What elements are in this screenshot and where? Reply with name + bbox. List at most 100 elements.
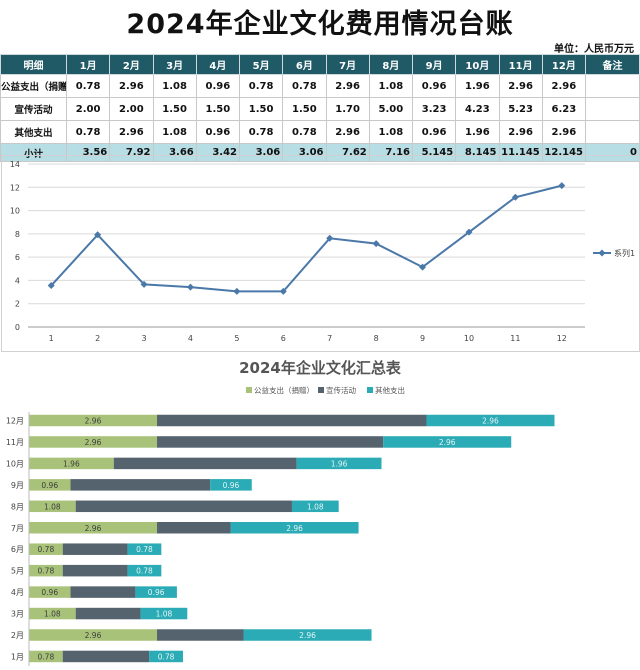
x-tick-label: 1 — [49, 334, 54, 343]
legend-swatch — [246, 387, 252, 393]
x-tick-label: 2 — [95, 334, 100, 343]
data-label: 1.08 — [44, 502, 61, 511]
data-point — [372, 240, 380, 248]
legend-label: 公益支出（捐赠） — [254, 385, 314, 395]
row-label: 小计 — [0, 143, 67, 162]
y-tick-label: 8 — [15, 230, 20, 239]
table-cell: 3.23 — [411, 97, 457, 121]
column-header-4: 4月 — [195, 54, 241, 75]
data-label: 0.78 — [136, 567, 153, 576]
bar-segment — [29, 629, 158, 641]
bar-segment — [29, 436, 158, 448]
table-cell: 2.96 — [325, 74, 370, 98]
row-label: 公益支出（捐赠） — [0, 74, 67, 98]
bar-segment — [62, 650, 150, 663]
table-row: 公益支出（捐赠）0.782.961.080.960.780.782.961.08… — [0, 74, 640, 98]
bar-segment — [29, 586, 71, 598]
column-header-10: 10月 — [455, 54, 500, 75]
bar-segment — [230, 522, 359, 534]
table-cell — [585, 120, 640, 144]
table-cell: 7.62 — [325, 143, 370, 162]
column-header-13: 备注 — [585, 54, 640, 75]
legend-swatch — [318, 387, 324, 393]
data-label: 2.96 — [482, 417, 499, 426]
x-tick-label: 10 — [464, 334, 474, 343]
legend-swatch — [367, 387, 373, 393]
bar-segment — [29, 479, 71, 491]
bar-segment — [29, 564, 63, 577]
bar-segment — [29, 414, 158, 427]
table-cell: 3.66 — [152, 143, 197, 162]
column-header-8: 8月 — [368, 54, 414, 75]
data-label: 0.96 — [41, 481, 58, 490]
table-cell: 3.42 — [195, 143, 241, 162]
data-label: 0.78 — [38, 545, 55, 554]
y-tick-label: 12 — [10, 183, 20, 192]
bar-segment — [70, 479, 211, 491]
bar-segment — [296, 457, 382, 470]
table-cell: 0.96 — [195, 74, 241, 98]
data-point — [419, 263, 427, 271]
data-label: 0.78 — [158, 652, 175, 661]
table-cell — [585, 97, 640, 121]
y-tick-label: 10 — [10, 207, 20, 216]
table-cell: 1.70 — [325, 97, 370, 121]
category-label: 8月 — [11, 502, 24, 511]
bar-segment — [127, 543, 162, 555]
data-point — [465, 228, 473, 236]
table-cell: 5.145 — [411, 143, 457, 162]
column-header-12: 12月 — [541, 54, 587, 75]
x-tick-label: 12 — [557, 334, 567, 343]
bar-segment — [127, 564, 162, 577]
table-cell: 0.78 — [65, 74, 111, 98]
page-title: 2024年企业文化费用情况台账 — [126, 9, 514, 40]
y-tick-label: 0 — [15, 323, 20, 332]
category-label: 9月 — [11, 481, 24, 490]
table-cell: 1.50 — [282, 97, 327, 121]
data-label: 1.08 — [156, 610, 173, 619]
bar-segment — [140, 607, 188, 620]
data-label: 1.96 — [63, 459, 80, 468]
category-label: 3月 — [11, 610, 24, 619]
category-label: 10月 — [6, 459, 24, 468]
table-cell: 11.145 — [498, 143, 543, 162]
bar-segment — [62, 564, 128, 577]
x-tick-label: 8 — [374, 334, 379, 343]
bar-segment — [70, 586, 136, 598]
data-label: 1.08 — [307, 502, 324, 511]
table-cell: 2.96 — [498, 74, 543, 98]
data-label: 2.96 — [299, 631, 316, 640]
bar-segment — [29, 607, 76, 620]
bar-segment — [29, 650, 63, 663]
data-label: 2.96 — [85, 631, 102, 640]
bar-segment — [291, 500, 339, 513]
data-label: 0.78 — [38, 652, 55, 661]
chart-title: 2024年企业文化汇总表 — [239, 359, 402, 377]
bar-segment — [157, 414, 427, 427]
table-cell: 1.08 — [368, 74, 414, 98]
category-label: 11月 — [6, 438, 24, 447]
x-tick-label: 4 — [188, 334, 193, 343]
bar-segment — [243, 629, 372, 641]
table-cell: 1.96 — [455, 120, 500, 144]
data-point — [94, 231, 102, 239]
data-point — [140, 280, 148, 288]
table-cell: 3.56 — [65, 143, 111, 162]
x-tick-label: 11 — [510, 334, 520, 343]
column-header-6: 6月 — [282, 54, 327, 75]
bar-segment — [75, 500, 292, 513]
table-cell: 2.96 — [325, 120, 370, 144]
table-cell: 1.96 — [455, 74, 500, 98]
bar-segment — [29, 522, 158, 534]
bar-segment — [157, 629, 244, 641]
data-label: 0.78 — [136, 545, 153, 554]
table-cell: 1.08 — [368, 120, 414, 144]
table-cell: 1.50 — [195, 97, 241, 121]
y-tick-label: 6 — [15, 253, 20, 262]
table-cell: 2.96 — [498, 120, 543, 144]
table-row: 小计 3.56 7.92 3.66 3.42 3.06 3.06 7.62 7.16 5.145 8… — [0, 143, 640, 162]
series-line — [50, 184, 563, 293]
column-header-1: 1月 — [65, 54, 111, 75]
category-label: 2月 — [11, 631, 24, 640]
data-label: 2.96 — [85, 417, 102, 426]
